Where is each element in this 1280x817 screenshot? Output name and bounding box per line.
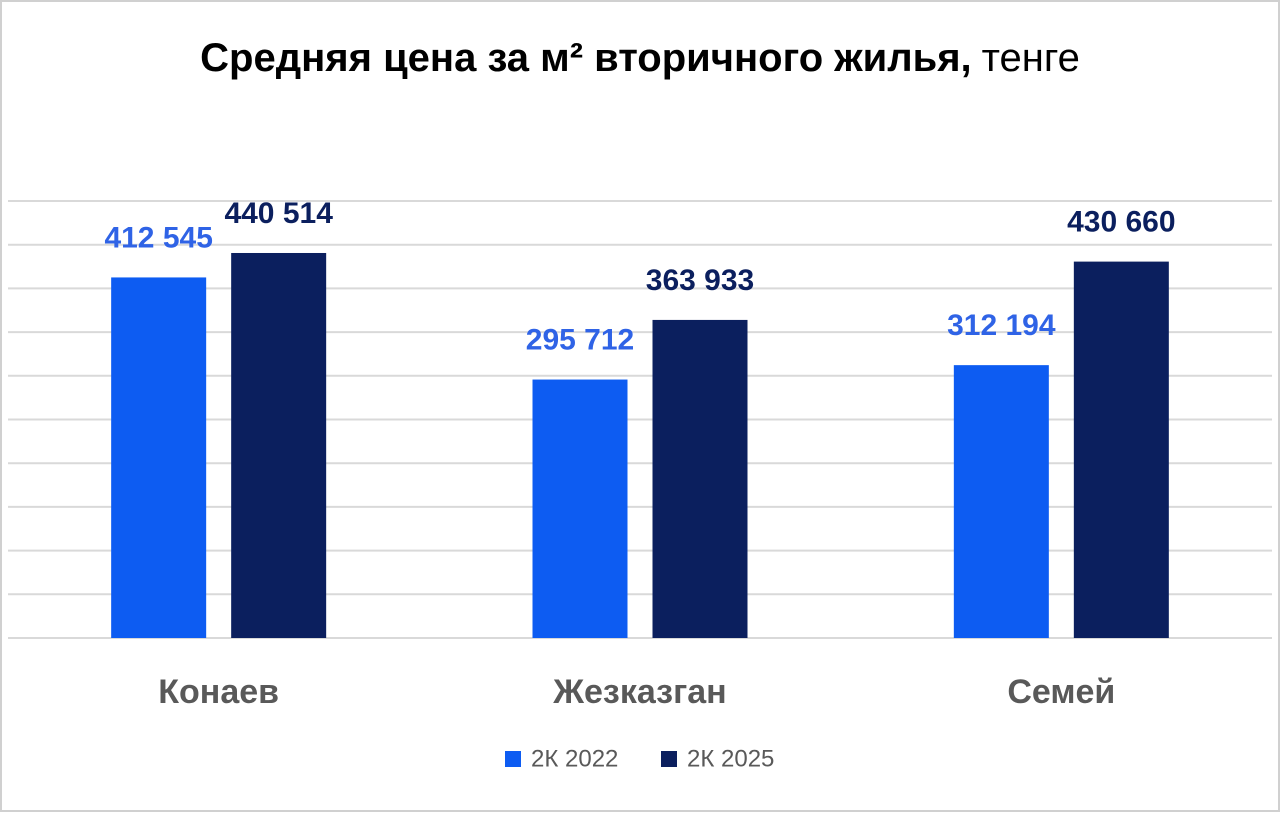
bar [231,252,327,638]
bar [532,379,628,638]
legend-swatch [505,751,521,767]
data-label: 363 933 [646,264,754,297]
legend-label: 2К 2022 [531,745,618,772]
x-tick-label: Конаев [158,673,279,711]
legend-swatch [661,751,677,767]
data-label: 440 514 [224,197,333,230]
data-label: 312 194 [947,309,1056,342]
legend-label: 2К 2025 [687,745,774,772]
x-tick-label: Семей [1007,673,1115,711]
title-main: Средняя цена за м² вторичного жилья, [200,36,971,80]
bar [652,319,748,638]
chart-title: Средняя цена за м² вторичного жилья, тенг… [200,36,1080,80]
title-unit: тенге [982,36,1080,80]
bar [953,365,1049,638]
bar [111,277,207,638]
data-label: 412 545 [104,221,212,254]
data-label: 430 660 [1067,206,1175,239]
x-tick-label: Жезказган [552,673,726,711]
data-label: 295 712 [526,323,634,356]
bar [1073,261,1169,638]
